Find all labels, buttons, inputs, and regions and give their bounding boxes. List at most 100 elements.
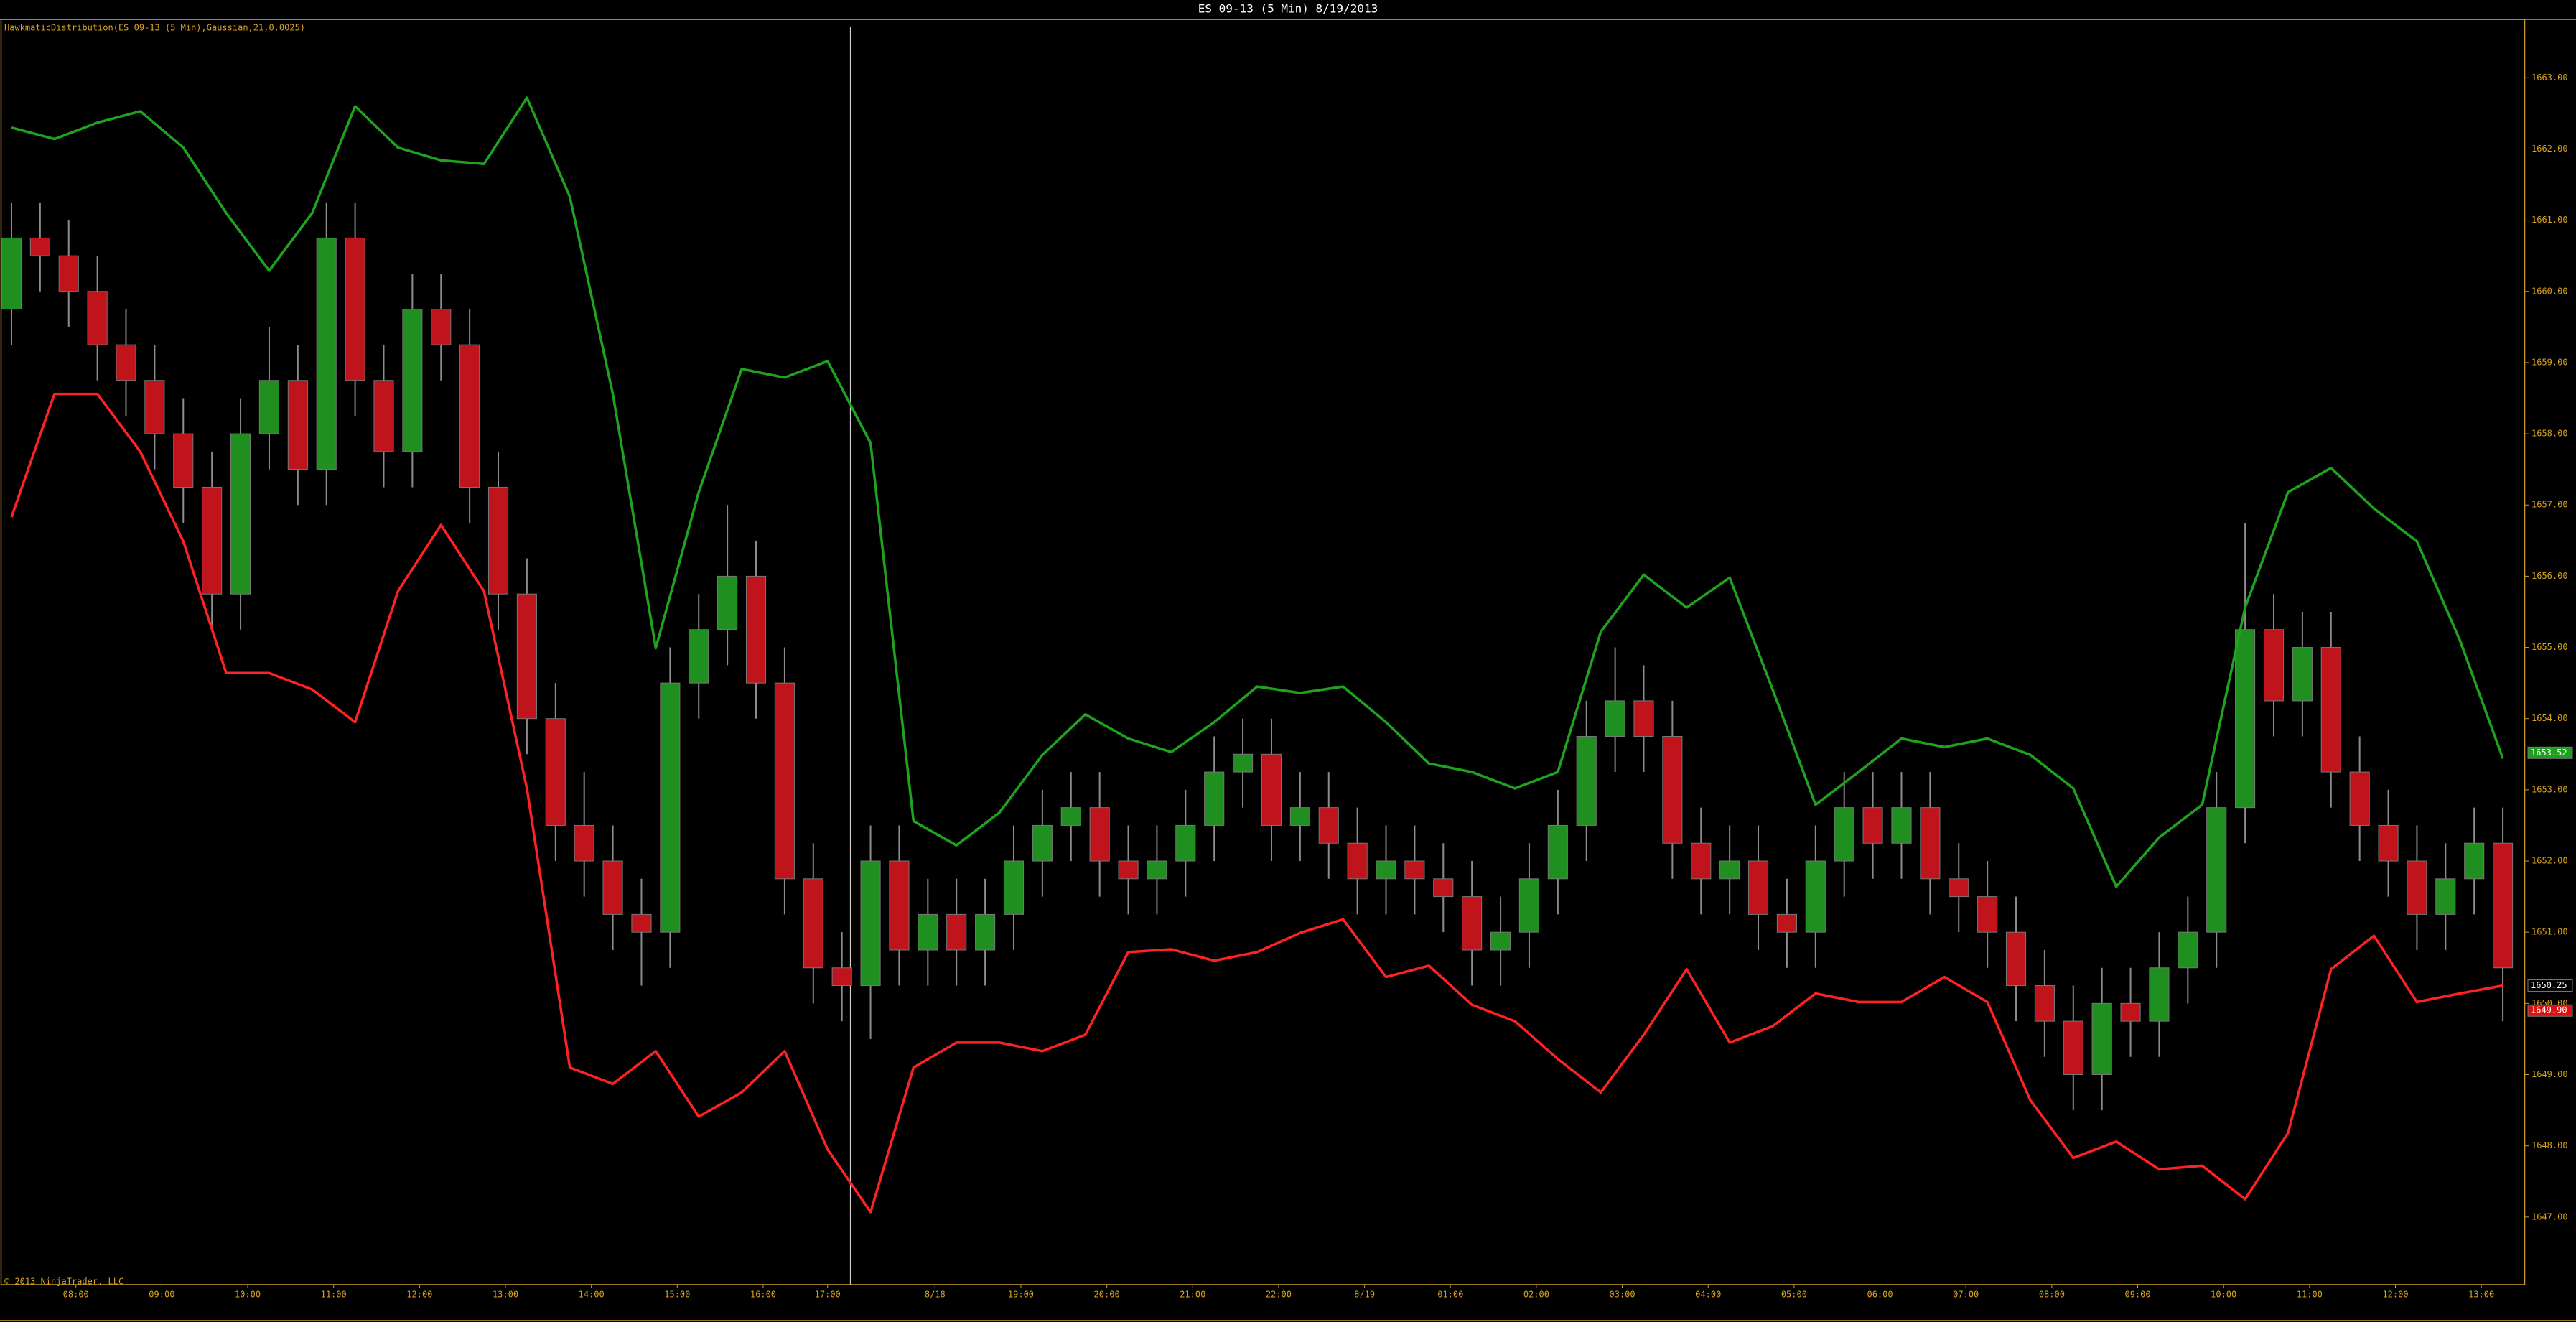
y-tick-label: 1657.00 [2531,500,2568,510]
candle-body [258,380,280,434]
candle-body [831,967,852,987]
x-tick-label: 11:00 [2297,1290,2323,1300]
candle-body [402,309,423,452]
x-tick-label: 01:00 [1437,1290,1463,1300]
candle-body [58,255,79,292]
x-tick-label: 19:00 [1008,1290,1034,1300]
candle-body [1462,896,1483,951]
x-tick-label: 03:00 [1610,1290,1635,1300]
candle-body [1576,735,1597,826]
price-marker-label: 1653.52 [2531,748,2567,758]
candle-body [2235,629,2256,809]
candle-body [1118,860,1139,880]
candle-body [2091,1002,2112,1075]
candle-body [1518,878,1540,933]
y-tick-label: 1652.00 [2531,856,2568,866]
candle-body [689,629,709,684]
x-tick-label: 08:00 [2039,1290,2065,1300]
candle-body [87,291,108,345]
candle-body [1633,700,1654,737]
candle-body [1662,735,1683,844]
x-tick-label: 17:00 [815,1290,841,1300]
candle-body [2120,1002,2141,1022]
y-tick-label: 1649.00 [2531,1069,2568,1079]
candle-body [1404,860,1425,880]
candle-body [1089,807,1110,862]
price-marker [2527,1004,2573,1017]
candle-body [2063,1020,2083,1075]
candle-body [1834,807,1854,862]
candle-body [1147,860,1167,880]
y-tick-label: 1648.00 [2531,1140,2568,1150]
candle-body [2407,860,2427,915]
x-tick-label: 8/19 [1354,1290,1375,1300]
candle-body [2320,647,2341,773]
x-tick-label: 21:00 [1180,1290,1205,1300]
candle-body [345,237,365,381]
y-tick-label: 1662.00 [2531,144,2568,154]
candle-body [2493,842,2514,969]
y-tick-label: 1647.00 [2531,1211,2568,1221]
candle-body [1318,807,1339,844]
candle-body [1605,700,1625,737]
y-tick-label: 1656.00 [2531,571,2568,581]
price-marker [2527,746,2573,759]
candle-body [2263,629,2285,702]
candle-body [487,486,509,595]
x-tick-label: 06:00 [1867,1290,1893,1300]
price-marker-label: 1649.90 [2531,1005,2567,1015]
candle-body [1433,878,1454,898]
y-tick-label: 1658.00 [2531,429,2568,439]
x-tick-label: 12:00 [2382,1290,2408,1300]
candle-body [1261,753,1282,826]
candle-body [717,575,738,630]
candle-body [29,237,50,256]
x-tick-label: 11:00 [321,1290,347,1300]
candle-body [946,913,967,951]
candle-body [2292,647,2313,702]
candle-body [1003,860,1025,915]
candle-body [1719,860,1740,880]
candle-body [631,913,652,933]
candle-body [2349,771,2370,826]
candle-body [1060,807,1081,826]
candle-body [545,718,566,826]
candle-body [975,913,996,951]
candle-body [2464,842,2485,880]
price-marker-label: 1650.25 [2531,980,2567,990]
y-tick-label: 1653.00 [2531,784,2568,794]
candle-body [1347,842,1368,880]
candle-body [2206,807,2227,933]
x-tick-label: 05:00 [1781,1290,1807,1300]
y-tick-label: 1663.00 [2531,73,2568,83]
chart-title: ES 09-13 (5 Min) 8/19/2013 [1198,2,1378,16]
x-tick-label: 02:00 [1523,1290,1549,1300]
candle-body [1175,824,1196,862]
x-tick-label: 13:00 [493,1290,518,1300]
candle-body [1289,807,1310,826]
candle-body [1776,913,1797,933]
x-tick-label: 8/18 [925,1290,946,1300]
x-tick-label: 10:00 [2211,1290,2236,1300]
y-tick-label: 1659.00 [2531,357,2568,367]
candle-body [918,913,938,951]
plot-border [0,19,2526,1285]
candle-body [1204,771,1225,826]
x-tick-label: 15:00 [664,1290,690,1300]
candle-body [516,593,537,720]
candle-body [1490,931,1511,951]
candle-body [889,860,910,951]
x-tick-label: 09:00 [2124,1290,2150,1300]
candle-body [2378,824,2399,862]
candle-body [173,433,194,488]
x-tick-label: 16:00 [750,1290,776,1300]
candle-body [1747,860,1769,915]
candle-body [1547,824,1568,880]
candle-body [1977,896,1998,933]
y-tick-label: 1655.00 [2531,642,2568,652]
x-tick-label: 04:00 [1695,1290,1721,1300]
candle-body [2149,967,2170,1022]
x-tick-label: 08:00 [63,1290,89,1300]
x-tick-label: 09:00 [149,1290,174,1300]
x-tick-label: 07:00 [1953,1290,1979,1300]
